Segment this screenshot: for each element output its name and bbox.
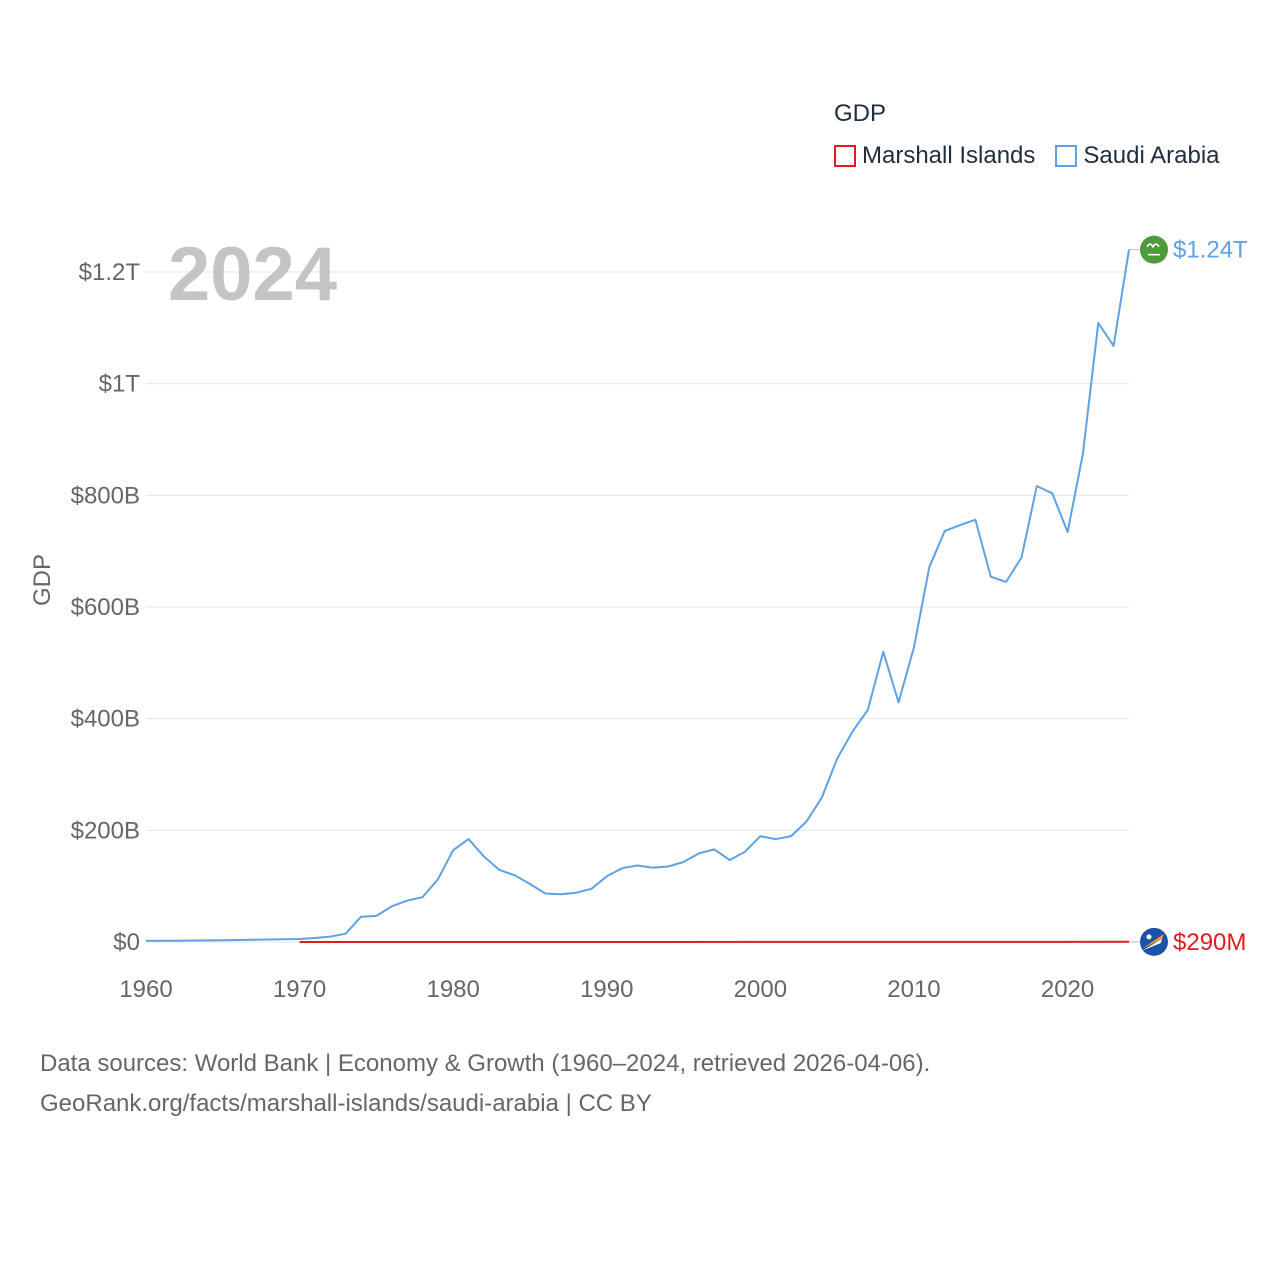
x-tick-label: 1960 — [119, 976, 172, 1003]
legend-swatch-marshall-islands — [834, 145, 856, 167]
series-lines — [145, 249, 1130, 943]
gridlines — [146, 271, 1129, 943]
legend-item-saudi-arabia[interactable]: Saudi Arabia — [1055, 142, 1220, 170]
source-line-2: GeoRank.org/facts/marshall-islands/saudi… — [40, 1090, 652, 1117]
x-tick-label: 2010 — [887, 976, 940, 1003]
x-tick-label: 2000 — [734, 976, 787, 1003]
legend-title: GDP — [834, 100, 887, 127]
end-label-saudi-arabia: $1.24T — [1173, 237, 1248, 264]
flag-white-stripe — [1142, 938, 1162, 951]
legend-item-marshall-islands[interactable]: Marshall Islands — [834, 142, 1035, 170]
year-label: 2024 — [168, 232, 337, 317]
y-tick-label: $400B — [71, 706, 140, 733]
flag-emblem — [1146, 243, 1160, 256]
legend-swatch-saudi-arabia — [1055, 145, 1078, 167]
x-tick-label: 2020 — [1041, 976, 1094, 1003]
legend-label-saudi-arabia: Saudi Arabia — [1083, 142, 1220, 169]
source-line-1: Data sources: World Bank | Economy & Gro… — [40, 1050, 931, 1077]
source-note: Data sources: World Bank | Economy & Gro… — [40, 1044, 930, 1124]
x-tick-label: 1970 — [273, 976, 326, 1003]
y-tick-label: $1T — [99, 371, 141, 398]
gdp-line-chart: 2024 $0 $200B $400B $600B $800B $1T $1.2T 1960… — [29, 232, 1248, 1003]
y-tick-label: $200B — [71, 817, 140, 844]
saudi-arabia-flag-icon — [1140, 235, 1168, 264]
legend-label-marshall-islands: Marshall Islands — [862, 142, 1036, 169]
series-line-saudi-arabia — [145, 249, 1130, 942]
legend: Marshall Islands Saudi Arabia — [834, 142, 1220, 170]
y-axis-label: GDP — [29, 554, 56, 606]
y-tick-label: $1.2T — [79, 259, 141, 286]
flag-star — [1146, 934, 1152, 940]
flag-background — [1140, 235, 1168, 264]
y-axis-ticks: $0 $200B $400B $600B $800B $1T $1.2T — [71, 259, 141, 956]
marshall-islands-flag-icon — [1140, 927, 1168, 956]
series-end-markers: $1.24T $290M — [1129, 235, 1248, 956]
flag-orange-stripe — [1142, 933, 1164, 949]
end-label-marshall-islands: $290M — [1173, 929, 1246, 956]
x-tick-label: 1980 — [426, 976, 479, 1003]
y-tick-label: $800B — [71, 482, 140, 509]
x-axis-ticks: 1960 1970 1980 1990 2000 2010 2020 — [119, 976, 1094, 1003]
y-tick-label: $0 — [113, 929, 140, 956]
x-tick-label: 1990 — [580, 976, 633, 1003]
y-tick-label: $600B — [71, 594, 140, 621]
